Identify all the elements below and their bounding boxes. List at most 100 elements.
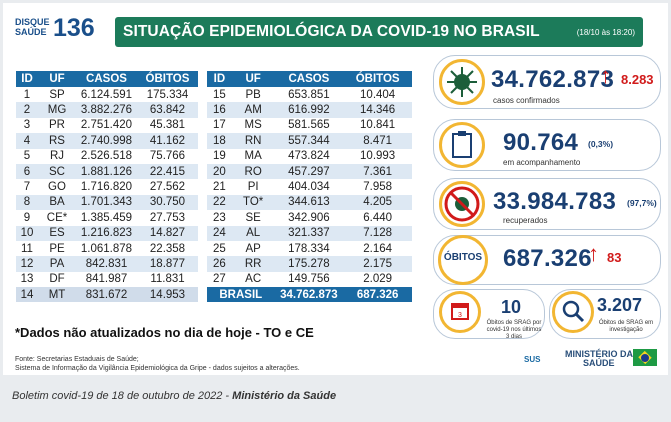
table-cell: 10.993 (360, 150, 396, 163)
table-cell: 2.175 (343, 256, 412, 272)
table-cell: 27.753 (149, 211, 186, 224)
table-cell: 23 (212, 211, 226, 224)
srag-investigation-caption: Óbitos de SRAG em investigação (591, 320, 661, 334)
table-cell: AL (231, 225, 275, 241)
table-cell: 178.334 (288, 242, 330, 255)
table-cell: 21 (212, 181, 226, 194)
table-cell: 149.756 (288, 273, 330, 286)
table-row: 7 GO 1.716.820 27.562 (16, 179, 198, 194)
table-row: 19 MA 473.824 10.993 (207, 149, 412, 164)
srag-deaths-caption-1: Óbitos de SRAG por (486, 320, 542, 326)
srag-deaths-value: 10 (501, 297, 522, 317)
image-caption: Boletim covid-19 de 18 de outubro de 202… (12, 390, 336, 402)
srag-investigation-caption-2: investigação (609, 327, 643, 333)
table-cell: 831.672 (76, 287, 137, 303)
table-row: 2 MG 3.882.276 63.842 (16, 102, 198, 118)
table-cell: 342.906 (288, 211, 330, 224)
table-cell: AC (245, 273, 262, 286)
table-cell: 321.337 (274, 225, 344, 241)
table-cell: 3.882.276 (76, 102, 137, 118)
source-text: Fonte: Secretarias Estaduais de Saúde; S… (15, 355, 300, 373)
table-row: 6 SC 1.881.126 22.415 (16, 163, 198, 180)
srag-investigation-value: 3.207 (597, 295, 643, 315)
monitoring-value: 90.764 (503, 129, 579, 156)
table-cell: 7.128 (343, 225, 412, 241)
table-cell: 1.701.343 (76, 194, 137, 211)
table-cell: 17 (212, 119, 226, 132)
table-cell: 24 (207, 225, 232, 241)
table-cell: 616.992 (274, 102, 344, 118)
table-cell: 7 (23, 181, 31, 194)
table-row: 23 SE 342.906 6.440 (207, 210, 412, 225)
table-cell: BA (38, 194, 76, 211)
table-cell: AM (231, 102, 275, 118)
ministerio-logo: MINISTÉRIO DA SAÚDE (565, 350, 633, 368)
table-cell: 22 (207, 194, 232, 211)
table-row: 25 AP 178.334 2.164 (207, 241, 412, 256)
table-cell: 11.831 (150, 273, 185, 286)
table-cell: 175.334 (146, 88, 189, 101)
table-cell: MS (244, 119, 262, 132)
table-cell: PA (38, 256, 76, 272)
table-cell: 19 (212, 150, 226, 163)
table-cell: PE (49, 242, 65, 255)
table-cell: 27 (212, 273, 226, 286)
table-cell: 404.034 (288, 181, 330, 194)
source-line-2: Sistema de Informação da Vigilância Epid… (15, 365, 300, 372)
update-date: (18/10 às 18:20) (576, 28, 635, 37)
deaths-badge: ÓBITOS (438, 235, 488, 285)
table-cell: 4 (16, 133, 38, 149)
table-cell: 9 (23, 211, 31, 224)
table-cell: 6 (16, 163, 38, 180)
table-cell: 344.613 (274, 194, 344, 211)
table-cell: 12 (16, 256, 38, 272)
deaths-value: 687.326 (503, 245, 592, 272)
brazil-flag-icon (633, 349, 657, 366)
table-cell: AP (245, 242, 261, 255)
logo-text: DISQUE SAÚDE (15, 17, 50, 37)
table-cell: 6.440 (363, 211, 393, 224)
table-cell: PI (247, 181, 259, 194)
table-cell: DF (49, 273, 65, 286)
table-cell: 557.344 (274, 133, 344, 149)
table-cell: RO (231, 163, 275, 180)
virus-icon (439, 59, 485, 105)
table-cell: 14.827 (137, 225, 198, 241)
srag-deaths-caption-3: 3 dias (505, 334, 522, 340)
total-cell: 687.326 (343, 287, 412, 303)
table-cell: PR (49, 119, 65, 132)
clipboard-icon (439, 122, 485, 168)
table-cell: 653.851 (288, 88, 330, 101)
table-row: 5 RJ 2.526.518 75.766 (16, 149, 198, 164)
recovered-caption: recuperados (503, 216, 548, 225)
table-cell: 3 (23, 119, 31, 132)
table-row: 16 AM 616.992 14.346 (207, 102, 412, 118)
table-row: 15 PB 653.851 10.404 (207, 87, 412, 102)
table-cell: 27.562 (149, 181, 186, 194)
table-row: 20 RO 457.297 7.361 (207, 163, 412, 180)
table-cell: 841.987 (85, 273, 128, 286)
table-row: 14 MT 831.672 14.953 (16, 287, 198, 303)
table-cell: 20 (207, 163, 232, 180)
logo-number: 136 (53, 14, 95, 42)
column-header: UF (38, 71, 76, 87)
table-cell: 14 (16, 287, 38, 303)
sus-logo: SUS (524, 355, 541, 364)
table-cell: 45.381 (149, 119, 186, 132)
title-banner: SITUAÇÃO EPIDEMIOLÓGICA DA COVID-19 NO B… (115, 17, 643, 47)
table-cell: 30.750 (137, 194, 198, 211)
states-table-left: ID UF CASOS ÓBITOS 1 SP 6.124.591 175.334 2 MG 3.… (16, 71, 198, 303)
ministerio-line-1: MINISTÉRIO DA (565, 349, 634, 359)
column-header: ÓBITOS (343, 71, 412, 87)
table-cell: 25 (212, 242, 226, 255)
table-cell: 22.415 (137, 163, 198, 180)
table-cell: 4.205 (343, 194, 412, 211)
table-cell: 18.877 (137, 256, 198, 272)
column-header: ÓBITOS (137, 71, 198, 87)
table-cell: ES (38, 225, 76, 241)
table-cell: 7.361 (343, 163, 412, 180)
srag-investigation-caption-1: Óbitos de SRAG em (598, 320, 654, 326)
caption-source: Ministério da Saúde (232, 390, 337, 402)
table-cell: 2.164 (363, 242, 393, 255)
magnifier-icon (552, 291, 594, 333)
